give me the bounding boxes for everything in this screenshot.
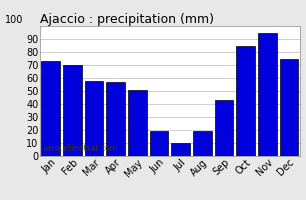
Bar <box>63 65 81 156</box>
Bar <box>237 46 255 156</box>
Bar <box>171 143 190 156</box>
Bar <box>150 131 168 156</box>
Bar <box>193 131 211 156</box>
Bar <box>128 90 147 156</box>
Bar <box>85 81 103 156</box>
Text: Ajaccio : precipitation (mm): Ajaccio : precipitation (mm) <box>40 13 214 26</box>
Bar <box>215 100 233 156</box>
Bar <box>280 58 298 156</box>
Bar <box>106 82 125 156</box>
Bar <box>41 61 60 156</box>
Bar <box>258 32 277 156</box>
Text: 100: 100 <box>5 15 23 25</box>
Text: www.allmetsat.com: www.allmetsat.com <box>42 144 118 153</box>
